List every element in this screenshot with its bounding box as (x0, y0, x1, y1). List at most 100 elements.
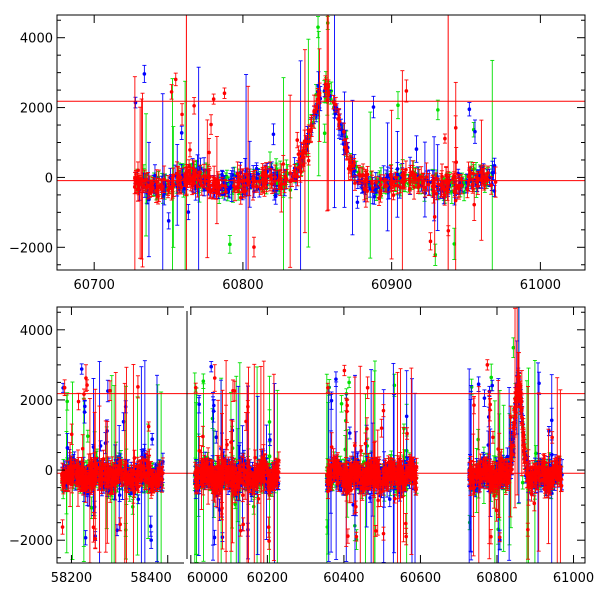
top-data-point (208, 189, 212, 194)
bottom-seg0-data-point (89, 506, 94, 510)
top-data-point (179, 131, 184, 135)
top-data-point (325, 21, 330, 25)
top-data-point (303, 150, 307, 155)
top-data-point (153, 173, 157, 178)
top-data-point (407, 186, 412, 191)
top-data-point (252, 245, 256, 249)
top-data-point (378, 191, 383, 196)
top-data-point (434, 191, 439, 196)
top-data-point (299, 151, 304, 156)
top-data-point (465, 187, 470, 191)
top-data-point (417, 176, 421, 180)
top-data-point (404, 89, 409, 93)
top-data-point (256, 172, 260, 176)
bottom-seg0-data-point (65, 446, 70, 450)
top-data-point (231, 173, 235, 177)
top-data-point (428, 239, 433, 244)
top-data-point (306, 139, 311, 144)
top-data-point (442, 187, 447, 192)
top-data-point (186, 210, 191, 214)
top-data-point (166, 219, 171, 223)
top-data-point (353, 181, 357, 185)
top-data-point (205, 186, 210, 191)
top-data-point (454, 160, 459, 164)
top-data-point (207, 150, 211, 155)
top-points (132, 15, 498, 270)
top-data-point (473, 129, 477, 134)
top-data-point (361, 173, 365, 178)
top-data-point (492, 163, 497, 168)
top-data-point (432, 215, 437, 219)
top-data-point (395, 183, 400, 188)
top-data-point (362, 187, 367, 192)
top-data-point (440, 181, 444, 186)
top-data-point (148, 187, 153, 192)
top-data-point (479, 170, 483, 174)
top-data-point (216, 185, 221, 189)
top-data-point (433, 252, 438, 257)
top-data-point (159, 182, 164, 187)
top-data-point (280, 182, 284, 186)
bottom-seg0-data-point (117, 493, 122, 497)
top-data-point (297, 165, 301, 170)
top-data-point (296, 152, 301, 156)
top-data-point (426, 182, 431, 187)
top-data-point (262, 182, 267, 186)
top-data-point (278, 176, 282, 181)
top-data-point (431, 189, 436, 194)
top-data-point (141, 184, 146, 188)
top-data-point (211, 97, 216, 101)
top-data-point (222, 91, 227, 96)
top-data-point (220, 183, 224, 188)
top-data-point (200, 183, 204, 188)
top-x-tick-label: 60700 (74, 278, 115, 293)
top-data-point (370, 186, 375, 190)
top-data-point (453, 126, 458, 130)
top-data-point (370, 181, 374, 186)
top-data-point (136, 168, 140, 173)
top-y-tick-label: 2000 (20, 102, 53, 117)
top-data-point (309, 124, 314, 128)
top-data-point (171, 183, 176, 188)
top-data-point (322, 131, 327, 136)
top-data-point (453, 198, 458, 203)
top-data-point (228, 242, 232, 247)
top-data-point (206, 173, 211, 178)
top-data-point (312, 109, 316, 114)
top-data-point (436, 108, 440, 112)
top-data-point (382, 179, 387, 183)
top-data-point (150, 181, 155, 186)
top-data-point (493, 180, 498, 184)
top-data-point (414, 147, 419, 151)
top-data-point (304, 144, 309, 148)
top-data-point (467, 174, 472, 179)
top-data-point (333, 111, 337, 116)
top-data-point (281, 162, 286, 166)
top-data-point (306, 158, 311, 163)
top-data-point (404, 167, 408, 172)
bottom-seg0-data-point (79, 367, 84, 371)
top-data-point (259, 186, 263, 191)
top-data-point (470, 183, 475, 187)
top-data-point (198, 170, 203, 175)
top-data-point (270, 182, 274, 186)
top-data-point (283, 174, 287, 179)
top-data-point (255, 184, 259, 189)
top-data-point (260, 178, 265, 182)
top-data-point (452, 242, 457, 246)
top-y-tick-label: 4000 (20, 32, 53, 47)
top-data-point (167, 186, 171, 191)
top-data-point (295, 138, 300, 142)
top-data-point (173, 77, 178, 82)
top-data-point (196, 173, 201, 178)
bottom-seg0-data-point (130, 504, 135, 509)
top-data-point (423, 185, 427, 190)
top-data-point (349, 164, 354, 169)
top-data-point (133, 176, 137, 181)
bottom-seg0-data-point (83, 535, 88, 540)
top-data-point (238, 195, 243, 200)
bottom-seg0-data-point (149, 538, 153, 542)
top-data-point (316, 25, 320, 29)
